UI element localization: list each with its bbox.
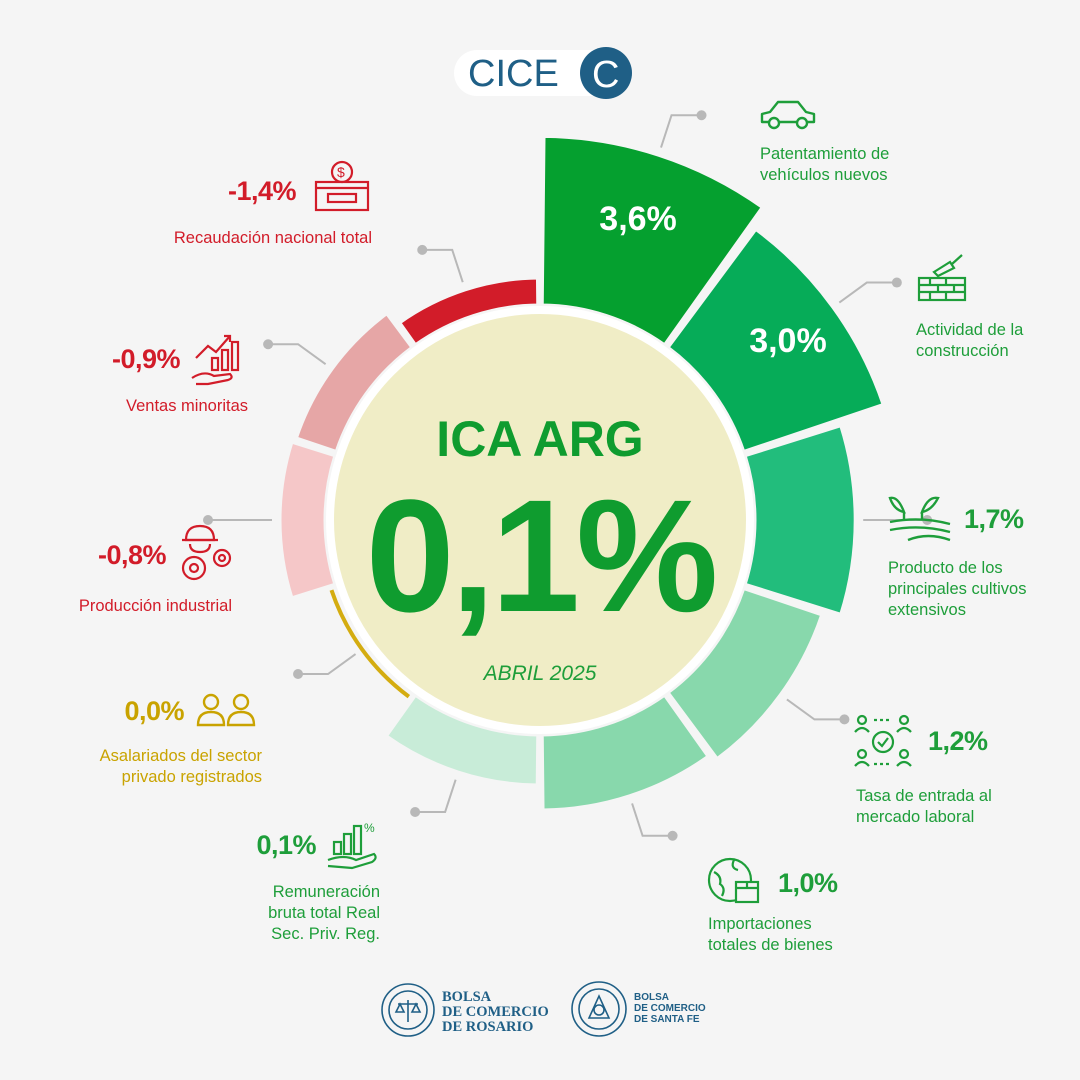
index-value: 0,1% (365, 466, 719, 645)
people-network-icon (852, 712, 914, 772)
pct-remuneracion: 0,1% (256, 830, 316, 860)
pct-cultivos: 1,7% (964, 504, 1024, 534)
pie-slice (540, 693, 711, 812)
svg-text:CICE: CICE (468, 53, 559, 95)
leader-dot (263, 339, 274, 350)
cash-register-icon: $ (312, 158, 372, 214)
leader-dot (667, 830, 678, 841)
leader-dot (696, 110, 707, 121)
pct-minoristas: -0,9% (111, 344, 181, 374)
label-minoristas: Ventas minoritas (126, 397, 248, 415)
pie-slice (397, 276, 540, 347)
leader-line (660, 114, 698, 148)
leader-dot (203, 515, 213, 525)
org-bcr: BOLSA DE COMERCIO DE ROSARIO (442, 989, 549, 1035)
globe-box-icon (706, 854, 764, 910)
label-construccion: Actividad de la construcción (916, 321, 1024, 360)
leader-line (786, 698, 841, 721)
label-laboral: Tasa de entrada al mercado laboral (856, 787, 992, 826)
leader-line (272, 343, 327, 366)
label-importaciones: Importaciones totales de bienes (708, 915, 833, 954)
label-recaudacion: Recaudación nacional total (173, 229, 372, 247)
leader-dot (417, 244, 428, 255)
hand-growth-chart-icon (190, 328, 246, 386)
index-title: ICA ARG (436, 411, 644, 467)
svg-text:%: % (364, 821, 375, 835)
pct-importaciones: 1,0% (778, 868, 838, 898)
pie-slice (384, 693, 540, 787)
label-remuneracion: Remuneración bruta total Real Sec. Priv.… (268, 883, 380, 943)
svg-text:$: $ (337, 164, 345, 180)
pie-slice (743, 423, 857, 617)
leader-dot (839, 714, 850, 725)
car-icon (758, 96, 818, 136)
slice-value-label: 3,6% (599, 200, 677, 238)
label-patentamiento: Patentamiento de vehículos nuevos (760, 145, 890, 184)
pct-asalariados: 0,0% (124, 696, 184, 726)
pct-industrial: -0,8% (97, 540, 167, 570)
org-bcsf: BOLSA DE COMERCIO DE SANTA FE (634, 992, 706, 1025)
leader-line (631, 803, 669, 837)
bcr-seal-logo (380, 982, 440, 1038)
slice-value-labels: 3,6% 3,0% (599, 200, 826, 360)
pie-slice (294, 311, 414, 454)
leader-dot (410, 806, 421, 817)
label-cultivos: Producto de los principales cultivos ext… (888, 559, 1027, 619)
pie-sectors (278, 134, 885, 812)
pie-slice (329, 589, 411, 699)
label-industrial: Producción industrial (78, 597, 232, 615)
cicec-logo: CICE C (448, 44, 636, 100)
two-people-icon (194, 692, 258, 728)
pie-slice (666, 586, 824, 761)
bricks-trowel-icon (916, 252, 968, 304)
leader-dot (293, 668, 304, 679)
pie-slice (278, 440, 337, 600)
pct-laboral: 1,2% (928, 726, 988, 756)
worker-gears-icon (176, 522, 236, 584)
pie-slice (540, 134, 765, 347)
leader-dot (891, 277, 902, 288)
pct-recaudacion: -1,4% (227, 176, 297, 206)
bcsf-seal-logo (570, 980, 630, 1038)
leader-line (426, 248, 464, 283)
leader-line (419, 779, 457, 813)
pie-slice (666, 227, 885, 454)
crop-field-icon (888, 490, 952, 546)
leader-line (302, 653, 357, 675)
slice-value-label: 3,0% (749, 322, 827, 360)
index-period: ABRIL 2025 (483, 662, 597, 685)
hand-growth-percent-icon: % (326, 818, 380, 870)
leader-line (838, 281, 893, 304)
svg-text:C: C (592, 54, 619, 96)
label-asalariados: Asalariados del sector privado registrad… (99, 747, 262, 786)
center-disk (326, 306, 754, 734)
